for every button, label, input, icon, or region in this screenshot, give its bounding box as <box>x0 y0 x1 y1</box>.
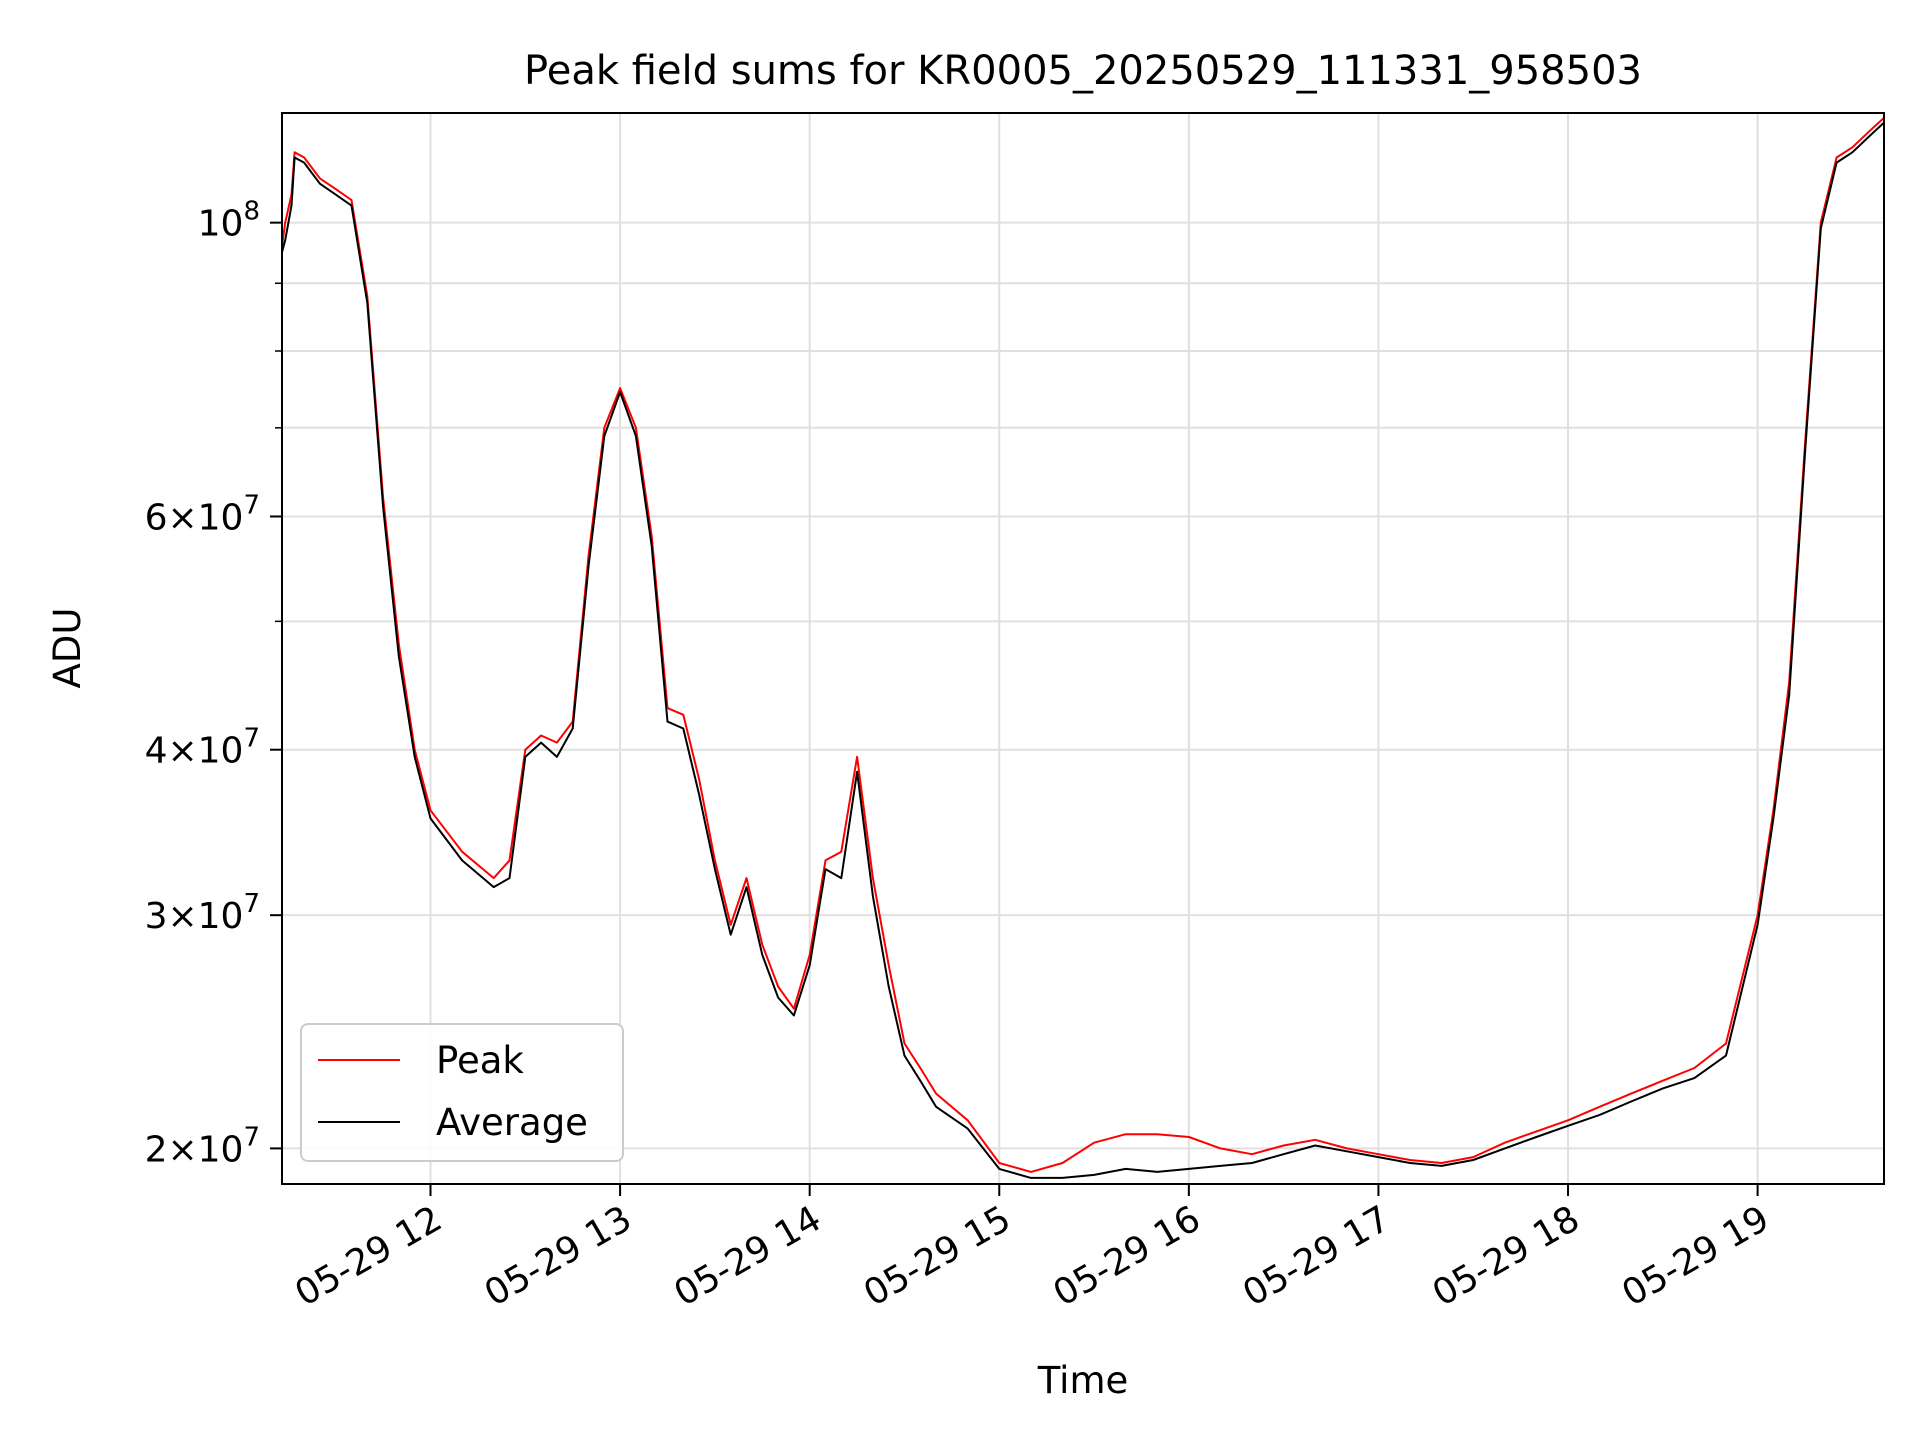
y-axis: 108 6×107 4×107 3×107 2×107 <box>145 197 282 1170</box>
grid <box>282 113 1884 1184</box>
series-layer <box>281 117 1885 1179</box>
legend: Peak Average <box>300 1023 624 1162</box>
y-tick-label: 4×107 <box>145 724 260 772</box>
chart-title: Peak field sums for KR0005_20250529_1113… <box>524 48 1642 94</box>
legend-box <box>300 1023 624 1162</box>
series-line-average <box>281 121 1885 1179</box>
y-tick-label: 2×107 <box>145 1122 260 1170</box>
plot-frame <box>281 112 1885 1185</box>
y-tick-label: 6×107 <box>145 490 260 538</box>
x-axis-label: Time <box>1037 1359 1129 1402</box>
y-axis-label: ADU <box>46 608 89 689</box>
legend-label-peak: Peak <box>436 1039 524 1082</box>
legend-label-average: Average <box>436 1101 588 1144</box>
y-tick-label: 108 <box>198 197 260 245</box>
y-tick-label: 3×107 <box>145 889 260 937</box>
series-line-peak <box>281 117 1885 1173</box>
